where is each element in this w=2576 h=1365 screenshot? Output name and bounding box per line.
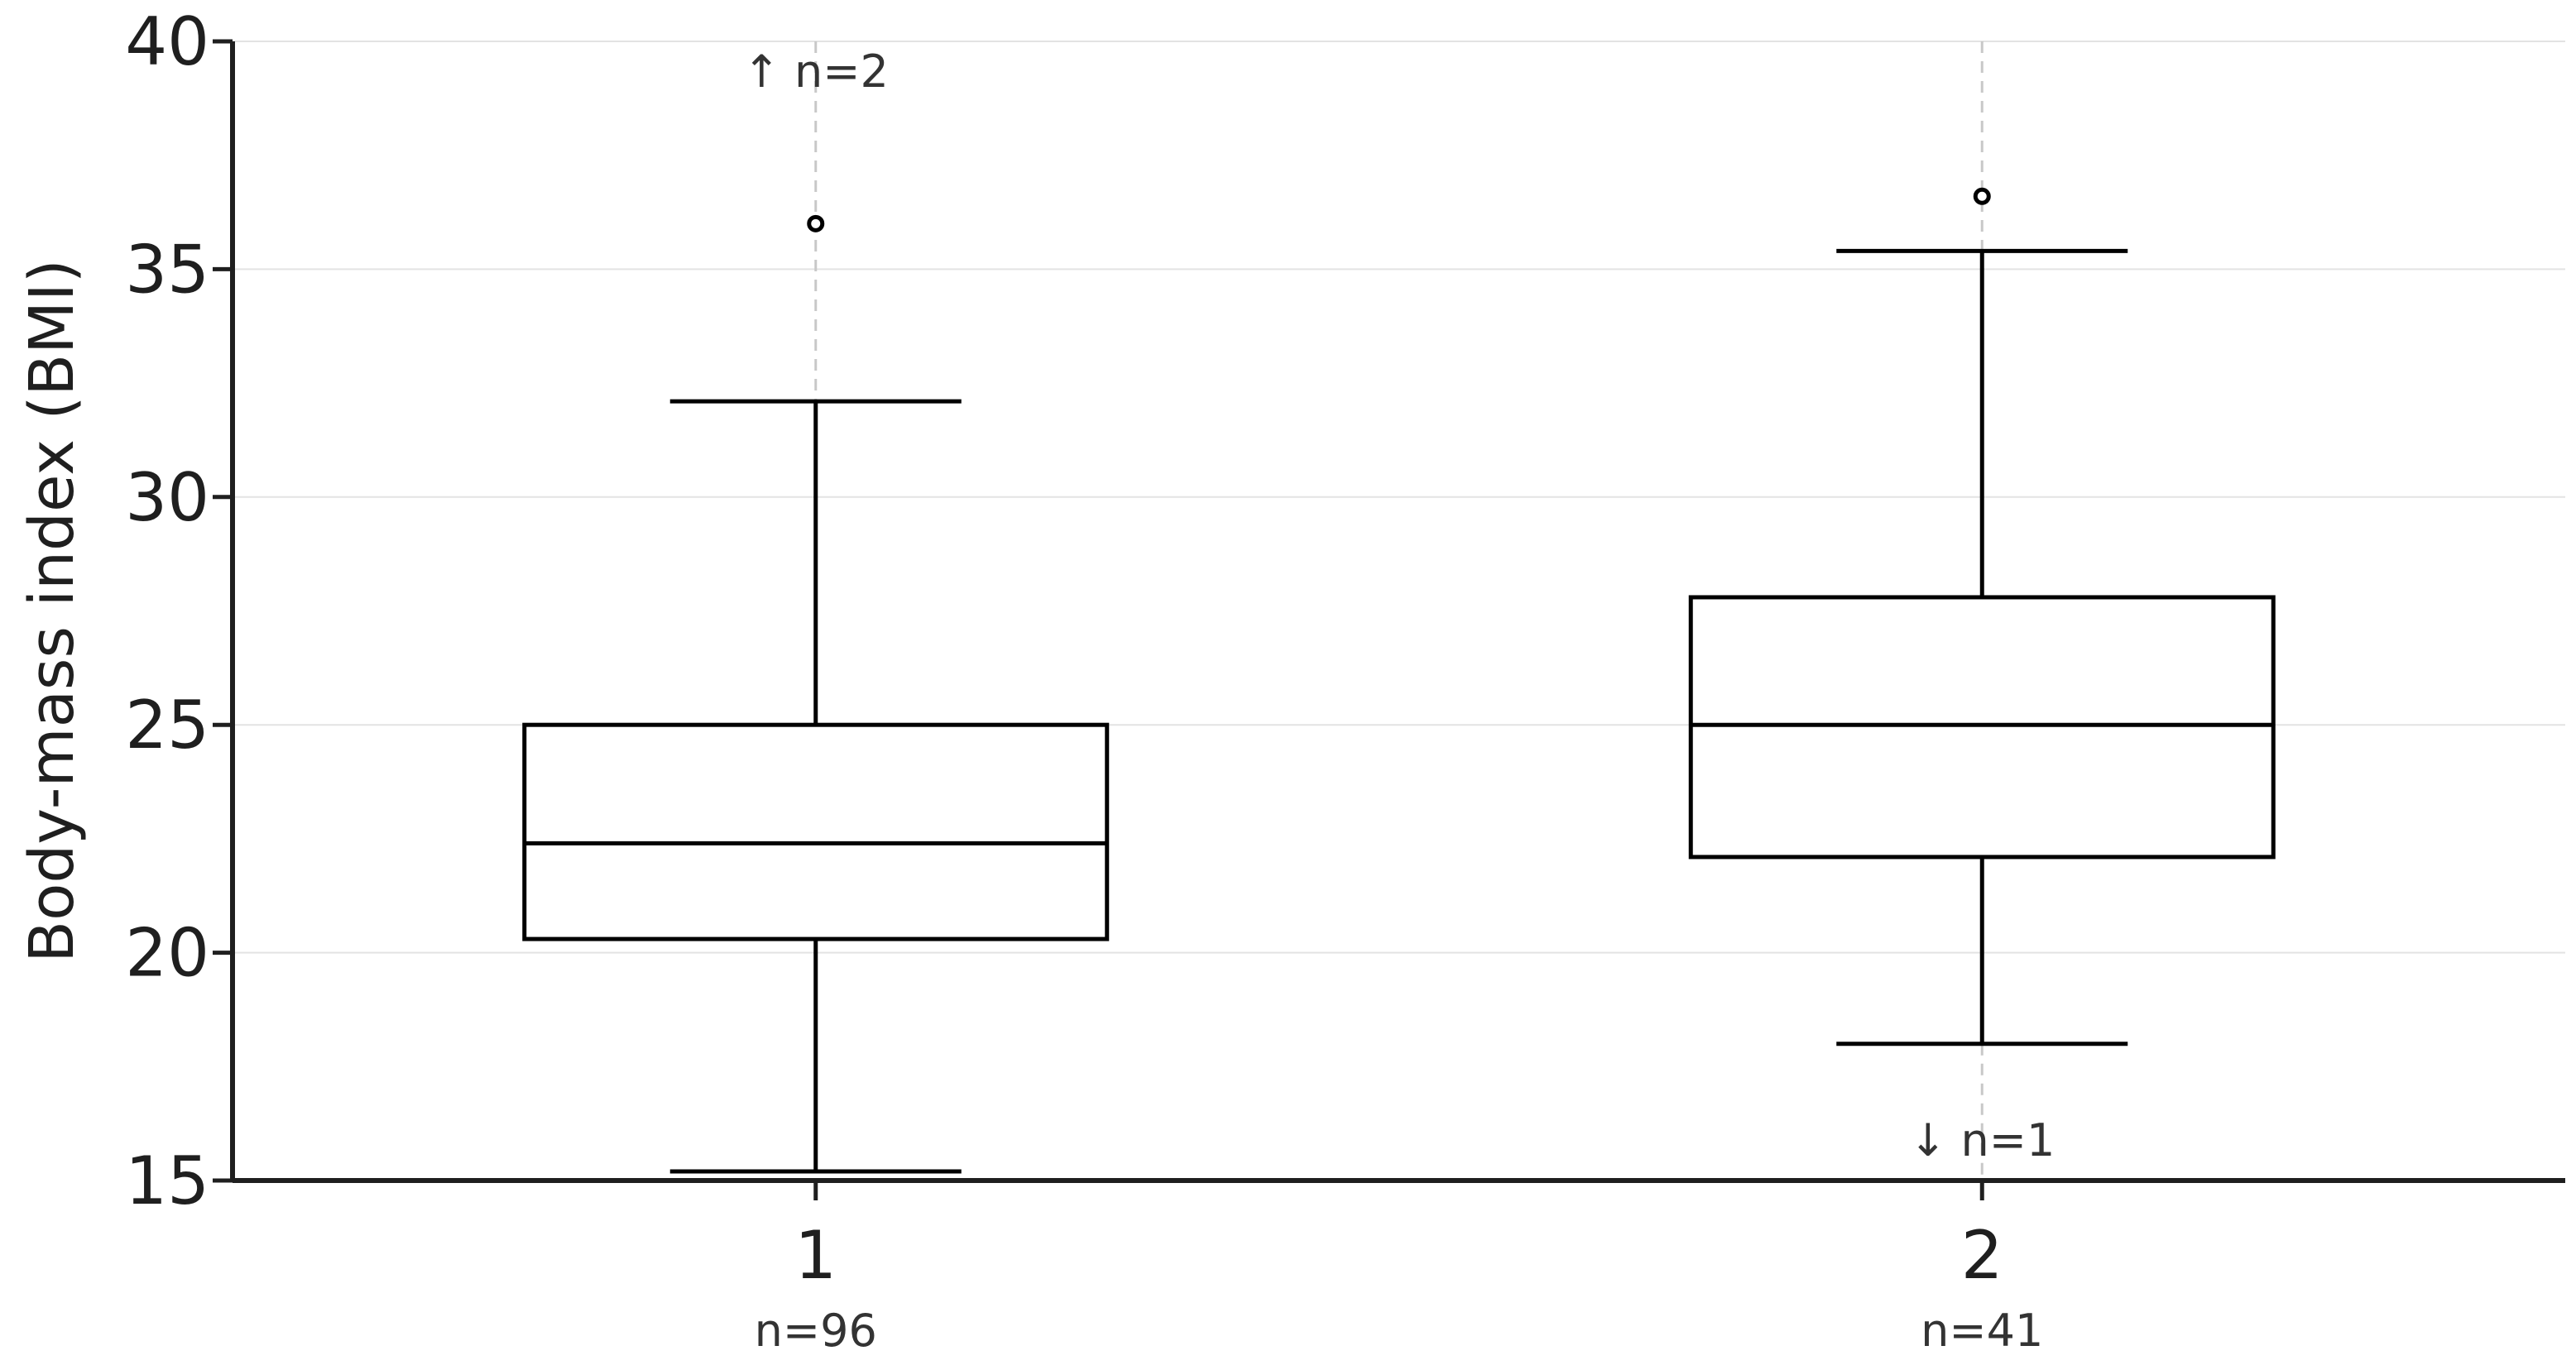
clipped-count-annotation: ↓ n=1 bbox=[1909, 1114, 2055, 1166]
x-tick-label: 2 bbox=[1961, 1217, 2003, 1294]
y-tick-label: 40 bbox=[125, 3, 209, 80]
group-count-label: n=41 bbox=[1921, 1305, 2043, 1357]
x-tick-label: 1 bbox=[794, 1217, 837, 1294]
y-tick-labels: 15 20 25 30 35 40 bbox=[125, 3, 233, 1219]
group-count-label: n=96 bbox=[755, 1305, 877, 1357]
y-axis-label: Body-mass index (BMI) bbox=[17, 259, 88, 962]
clipped-count-annotation: ↑ n=2 bbox=[743, 46, 889, 98]
y-tick-label: 30 bbox=[125, 459, 209, 536]
axes bbox=[230, 41, 2565, 1183]
outlier-point bbox=[1973, 187, 1991, 205]
box-group-2 bbox=[1688, 187, 2276, 1046]
boxes bbox=[522, 187, 2276, 1174]
y-tick-label: 35 bbox=[125, 231, 209, 308]
y-tick-label: 20 bbox=[125, 915, 209, 992]
y-tick-label: 15 bbox=[125, 1142, 209, 1219]
iqr-box bbox=[1688, 595, 2276, 860]
y-tick-label: 25 bbox=[125, 687, 209, 764]
box-group-1 bbox=[522, 214, 1110, 1174]
iqr-box bbox=[522, 722, 1110, 941]
count-labels: n=96 n=41 bbox=[755, 1305, 2044, 1357]
outlier-point bbox=[807, 214, 825, 232]
clipped-annotations: ↑ n=2 ↓ n=1 bbox=[743, 46, 2056, 1166]
